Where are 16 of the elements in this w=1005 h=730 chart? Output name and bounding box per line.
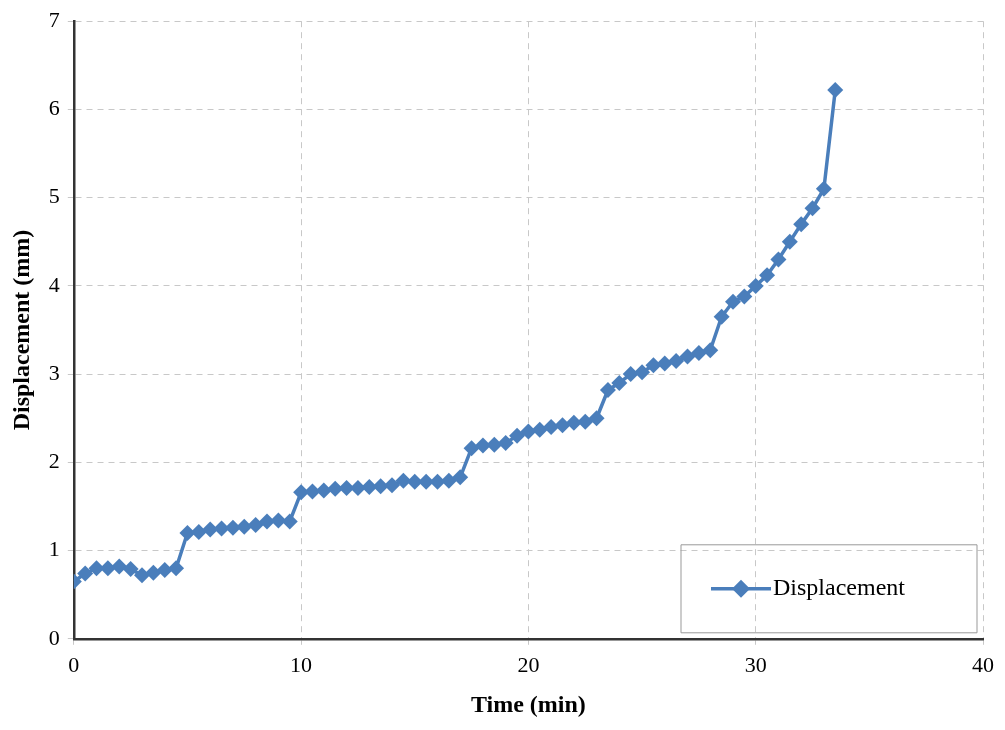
x-tick-label: 0 — [68, 651, 80, 677]
x-axis-title: Time (min) — [470, 690, 586, 717]
y-tick-label: 6 — [48, 95, 60, 121]
y-tick-label: 1 — [48, 536, 60, 562]
y-tick-label: 0 — [48, 624, 60, 650]
y-tick-label: 7 — [48, 6, 60, 32]
x-tick-label: 30 — [744, 651, 767, 677]
x-tick-label: 40 — [972, 651, 994, 677]
y-tick-label: 4 — [48, 271, 60, 297]
y-tick-label: 3 — [48, 359, 60, 385]
x-tick-label: 20 — [517, 651, 540, 677]
y-tick-label: 2 — [48, 448, 60, 474]
legend-label: Displacement — [773, 574, 906, 601]
y-axis-title: Displacement (mm) — [7, 229, 34, 431]
y-tick-label: 5 — [48, 183, 60, 209]
x-tick-label: 10 — [290, 651, 313, 677]
